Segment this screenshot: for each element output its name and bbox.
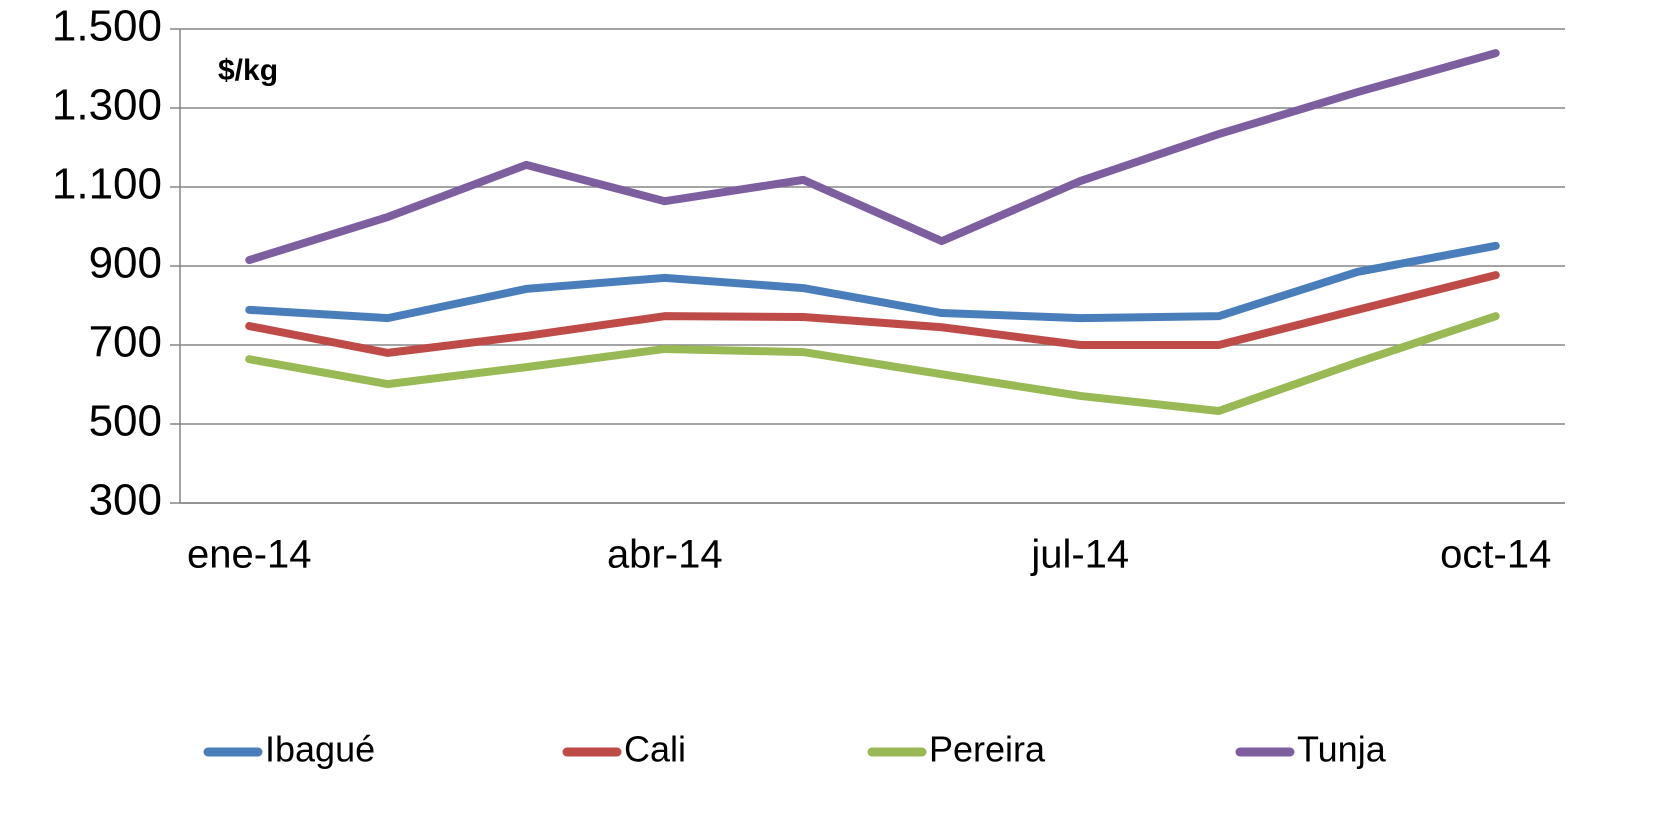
x-tick-label: ene-14 xyxy=(187,533,312,577)
legend-label: Cali xyxy=(624,729,686,770)
series-line xyxy=(245,271,1500,357)
series-line xyxy=(245,241,1500,323)
legend-label: Ibagué xyxy=(265,729,375,770)
x-tick-label: abr-14 xyxy=(607,533,723,577)
x-tick-label: jul-14 xyxy=(1030,533,1129,577)
y-tick-label: 700 xyxy=(89,318,162,367)
series-line xyxy=(245,49,1500,265)
y-tick-label: 1.100 xyxy=(52,160,162,209)
y-tick-label: 300 xyxy=(89,476,162,525)
legend-label: Tunja xyxy=(1297,729,1387,770)
x-tick-label: oct-14 xyxy=(1440,533,1551,577)
unit-label: $/kg xyxy=(218,54,278,87)
y-tick-label: 900 xyxy=(89,239,162,288)
y-tick-label: 1.300 xyxy=(52,81,162,130)
y-tick-label: 500 xyxy=(89,397,162,446)
y-tick-label: 1.500 xyxy=(52,2,162,51)
series-line xyxy=(245,312,1500,415)
legend-label: Pereira xyxy=(929,729,1046,770)
